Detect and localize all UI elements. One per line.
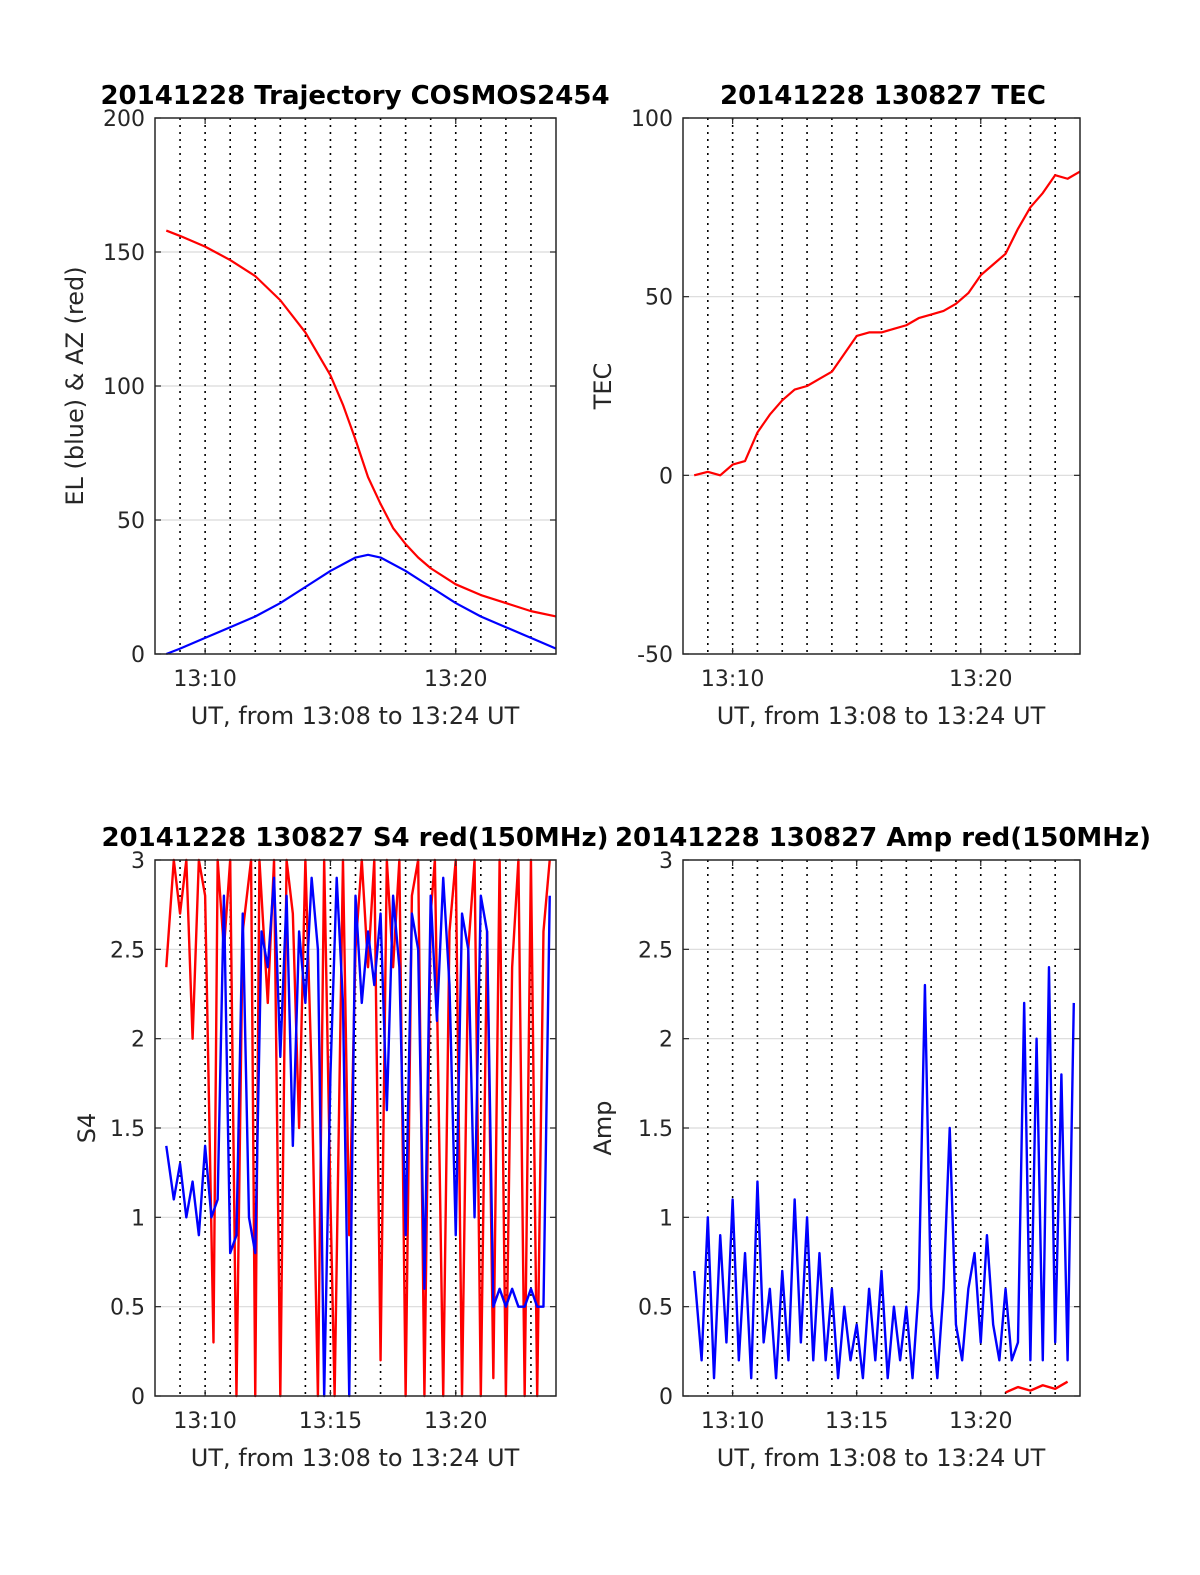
amp-series-1-line — [1005, 1380, 1069, 1394]
s4-xtick-label: 13:15 — [299, 1409, 362, 1434]
s4-xtick-label: 13:10 — [173, 1409, 236, 1434]
trajectory-series-0-line — [165, 229, 557, 618]
trajectory-panel: 20141228 Trajectory COSMOS2454 0 50 100 150… — [61, 81, 610, 730]
tec-xtick-label: 13:20 — [949, 667, 1012, 692]
trajectory-ytick-label: 150 — [103, 241, 145, 266]
trajectory-series — [165, 229, 557, 656]
amp-ytick-label: 1 — [659, 1206, 673, 1231]
tec-series-0-line — [693, 170, 1081, 477]
trajectory-ytick-label: 0 — [131, 643, 145, 668]
s4-ytick-label: 2 — [131, 1028, 145, 1053]
amp-ticks: 0 0.5 1 1.5 2 2.5 3 13:10 13:15 13:20 — [638, 849, 1080, 1434]
trajectory-xlabel: UT, from 13:08 to 13:24 UT — [191, 702, 520, 730]
tec-ytick-label: 50 — [645, 286, 673, 311]
tec-ytick-label: -50 — [637, 643, 673, 668]
s4-panel: 20141228 130827 S4 red(150MHz) 0 0.5 1 1.5 2… — [73, 823, 609, 1472]
s4-series — [165, 858, 551, 1398]
amp-ytick-label: 1.5 — [638, 1117, 673, 1142]
s4-ylabel: S4 — [73, 1113, 101, 1144]
amp-xlabel: UT, from 13:08 to 13:24 UT — [717, 1444, 1046, 1472]
s4-ytick-label: 1.5 — [110, 1117, 145, 1142]
amp-series — [692, 965, 1075, 1394]
tec-ticks: -50 0 50 100 13:10 13:20 — [631, 107, 1080, 692]
tec-xlabel: UT, from 13:08 to 13:24 UT — [717, 702, 1046, 730]
amp-xtick-label: 13:15 — [825, 1409, 888, 1434]
amp-panel: 20141228 130827 Amp red(150MHz) 0 0.5 1 1.5… — [589, 823, 1151, 1472]
s4-title: 20141228 130827 S4 red(150MHz) — [101, 823, 608, 853]
amp-ytick-label: 0.5 — [638, 1296, 673, 1321]
tec-axes-box — [682, 117, 1081, 655]
s4-xlabel: UT, from 13:08 to 13:24 UT — [191, 1444, 520, 1472]
trajectory-xtick-label: 13:10 — [173, 667, 236, 692]
tec-xtick-label: 13:10 — [701, 667, 764, 692]
trajectory-ytick-label: 200 — [103, 107, 145, 132]
s4-ytick-label: 3 — [131, 849, 145, 874]
tec-ylabel: TEC — [589, 363, 617, 411]
trajectory-title: 20141228 Trajectory COSMOS2454 — [100, 81, 609, 111]
tec-series — [693, 170, 1081, 477]
tec-ytick-label: 0 — [659, 464, 673, 489]
tec-ytick-label: 100 — [631, 107, 673, 132]
amp-title: 20141228 130827 Amp red(150MHz) — [615, 823, 1151, 853]
trajectory-xtick-label: 13:20 — [424, 667, 487, 692]
amp-xtick-label: 13:20 — [949, 1409, 1012, 1434]
amp-ytick-label: 2 — [659, 1028, 673, 1053]
s4-ticks: 0 0.5 1 1.5 2 2.5 3 13:10 13:15 13:20 — [110, 849, 556, 1434]
amp-minute-markers — [707, 860, 1056, 1396]
trajectory-ytick-label: 50 — [117, 509, 145, 534]
s4-ytick-label: 0 — [131, 1385, 145, 1410]
trajectory-ytick-label: 100 — [103, 375, 145, 400]
amp-series-0-line — [692, 965, 1075, 1380]
trajectory-ticks: 0 50 100 150 200 13:10 13:20 — [103, 107, 556, 692]
tec-title: 20141228 130827 TEC — [720, 81, 1046, 111]
s4-xtick-label: 13:20 — [424, 1409, 487, 1434]
s4-ytick-label: 1 — [131, 1206, 145, 1231]
s4-minute-markers — [179, 860, 532, 1396]
tec-minute-markers — [707, 118, 1056, 654]
trajectory-minute-markers — [179, 118, 532, 654]
amp-ylabel: Amp — [589, 1100, 617, 1155]
s4-series-1-line — [165, 876, 551, 1398]
s4-series-0-line — [165, 858, 551, 1398]
amp-ytick-label: 3 — [659, 849, 673, 874]
amp-xtick-label: 13:10 — [701, 1409, 764, 1434]
trajectory-ylabel: EL (blue) & AZ (red) — [61, 266, 89, 505]
amp-ytick-label: 2.5 — [638, 938, 673, 963]
s4-ytick-label: 2.5 — [110, 938, 145, 963]
s4-ytick-label: 0.5 — [110, 1296, 145, 1321]
amp-ytick-label: 0 — [659, 1385, 673, 1410]
trajectory-series-1-line — [165, 553, 557, 656]
